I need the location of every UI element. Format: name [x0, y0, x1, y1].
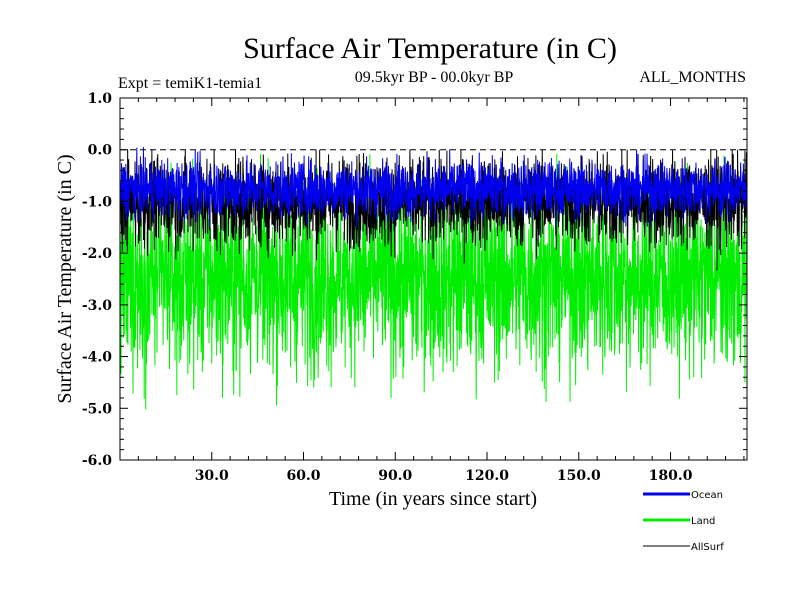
- plot-frame: [119, 97, 748, 461]
- legend-label-allsurf: AllSurf: [691, 542, 724, 553]
- x-tick-label: 120.0: [465, 468, 509, 484]
- x-tick-label: 60.0: [286, 468, 320, 484]
- y-tick-label: -4.0: [82, 350, 112, 366]
- months-label: ALL_MONTHS: [639, 69, 746, 86]
- y-tick-label: -2.0: [82, 246, 112, 262]
- x-tick-label: 30.0: [195, 468, 229, 484]
- x-axis-label: Time (in years since start): [329, 488, 537, 510]
- y-axis: -6.0 -5.0 -4.0 -3.0 -2.0 -1.0 0.0 1.0: [82, 91, 747, 469]
- y-axis-label: Surface Air Temperature (in C): [54, 154, 76, 403]
- legend: Ocean Land AllSurf: [643, 490, 724, 553]
- x-tick-label: 150.0: [557, 468, 601, 484]
- chart-title: Surface Air Temperature (in C): [243, 32, 617, 65]
- series-ocean-line: [120, 147, 747, 228]
- y-tick-label: -6.0: [82, 453, 112, 469]
- y-tick-label: -1.0: [82, 194, 112, 210]
- y-tick-label: -5.0: [82, 401, 112, 417]
- plot-area: [120, 147, 747, 410]
- legend-label-land: Land: [691, 516, 715, 527]
- x-tick-label: 180.0: [649, 468, 693, 484]
- y-tick-label: 0.0: [88, 143, 113, 159]
- period-label: 09.5kyr BP - 00.0kyr BP: [355, 69, 514, 86]
- y-tick-label: 1.0: [88, 91, 113, 107]
- legend-label-ocean: Ocean: [691, 490, 723, 501]
- y-tick-label: -3.0: [82, 298, 112, 314]
- x-tick-label: 90.0: [378, 468, 412, 484]
- x-axis: 30.0 60.0 90.0 120.0 150.0 180.0: [137, 98, 745, 484]
- experiment-label: Expt = temiK1-temia1: [118, 75, 262, 92]
